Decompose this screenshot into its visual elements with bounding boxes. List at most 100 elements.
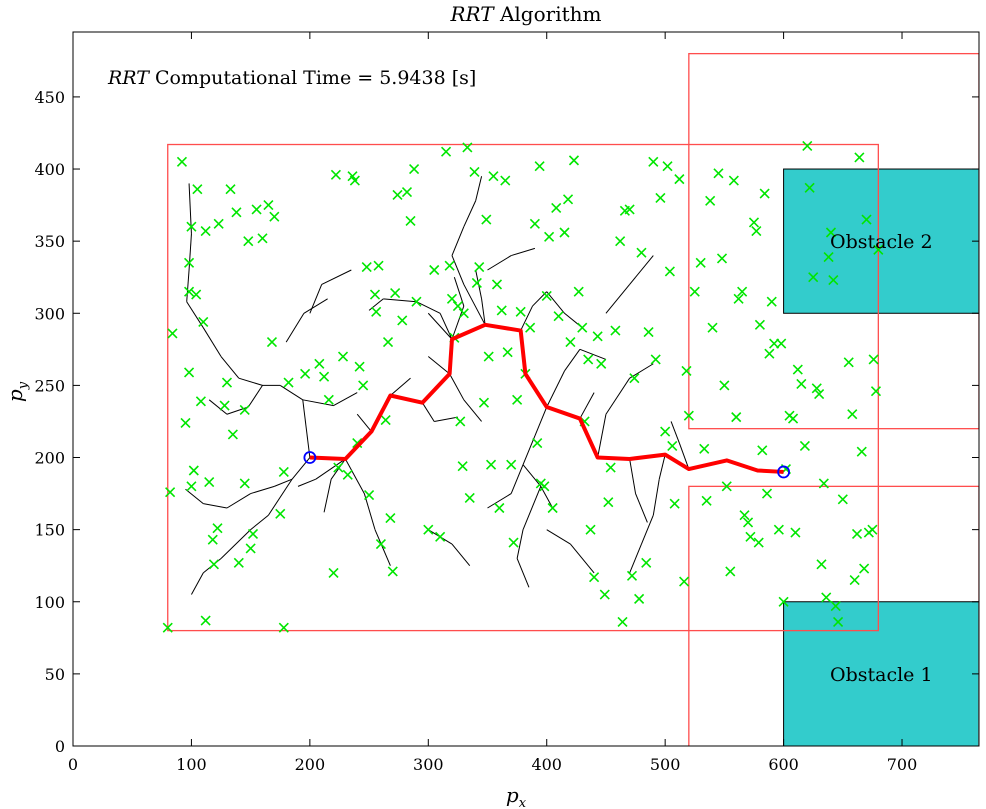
tree-edge — [579, 392, 595, 419]
annotation-italic: RRT — [107, 67, 150, 89]
tree-edge — [546, 370, 565, 408]
sample-point — [648, 156, 659, 167]
sample-point — [247, 528, 259, 540]
sample-point — [592, 331, 603, 342]
sample-point — [796, 378, 807, 390]
sample-point — [446, 293, 458, 304]
sample-point — [361, 262, 372, 273]
sample-point — [213, 218, 224, 229]
sample-point — [300, 368, 311, 379]
sample-point — [599, 589, 610, 600]
tree-edge — [238, 377, 263, 386]
tree-edge — [641, 515, 654, 545]
sample-point — [544, 231, 555, 242]
sample-point — [669, 498, 680, 509]
tree-edge — [510, 464, 524, 494]
tree-edge — [302, 399, 311, 458]
x-tick-label: 0 — [68, 755, 78, 774]
sample-point — [699, 443, 710, 454]
sample-point — [275, 508, 286, 519]
sample-point — [624, 204, 635, 215]
sample-point — [583, 354, 594, 365]
tree-edge — [475, 176, 483, 201]
sample-point — [221, 377, 233, 388]
sample-point — [799, 440, 810, 452]
sample-point — [392, 189, 403, 201]
sample-point — [816, 559, 827, 570]
sample-point — [380, 414, 391, 426]
sample-point — [478, 397, 490, 408]
tree-edge — [279, 384, 304, 401]
sample-point — [364, 489, 375, 501]
x-axis-label-main: p — [506, 783, 519, 807]
tree-edge — [451, 226, 465, 256]
sample-point — [565, 337, 576, 348]
sample-point — [278, 466, 289, 478]
sample-point — [471, 277, 482, 289]
sample-point — [494, 502, 505, 514]
sample-point — [667, 440, 678, 452]
sample-point — [721, 481, 732, 492]
x-tick-label: 100 — [176, 755, 207, 774]
start-point — [303, 451, 317, 464]
y-axis-label: py — [3, 381, 31, 402]
sample-point — [629, 373, 640, 384]
sample-point — [643, 326, 654, 338]
tree-edge — [363, 493, 376, 530]
sample-point — [387, 566, 398, 577]
sample-point — [371, 306, 382, 317]
y-tick-label: 100 — [34, 593, 65, 612]
sample-point — [589, 572, 600, 583]
sample-point — [843, 357, 854, 368]
sample-point — [679, 576, 690, 587]
rrt-path — [309, 322, 784, 474]
obstacle-label: Obstacle 1 — [830, 664, 933, 686]
sample-point — [821, 592, 832, 603]
sample-point — [502, 347, 513, 358]
sample-point — [266, 337, 278, 348]
y-tick-label: 450 — [34, 88, 65, 107]
x-axis-ticks: 0 100 200 300 400 500 600 700 — [68, 32, 917, 774]
sample-point — [830, 601, 841, 612]
sample-point — [200, 225, 211, 237]
sample-point — [823, 251, 834, 263]
sample-point — [328, 567, 339, 578]
tree-edge — [658, 454, 666, 480]
sample-point — [195, 396, 206, 407]
sample-point — [333, 462, 344, 473]
sample-point — [409, 163, 420, 175]
y-tick-label: 400 — [34, 160, 65, 179]
sample-point — [204, 476, 215, 488]
tree-edge — [520, 305, 533, 331]
tree-edge — [315, 458, 346, 480]
sample-point — [385, 513, 396, 524]
sample-point — [354, 361, 365, 372]
sample-point — [681, 365, 692, 377]
sample-point — [319, 371, 330, 382]
sample-point — [481, 214, 492, 225]
sample-point — [790, 527, 801, 538]
tree-edge — [186, 301, 204, 328]
tree-edge — [605, 284, 631, 314]
computational-time-annotation: RRT Computational Time = 5.9438 [s] — [107, 67, 476, 89]
tree-edge — [374, 529, 391, 566]
sample-point — [547, 502, 558, 514]
sample-point — [358, 380, 369, 391]
sample-point — [759, 188, 770, 199]
sample-point — [814, 388, 825, 400]
sample-point — [208, 559, 219, 570]
tree-edge — [226, 406, 249, 415]
tree-edge — [629, 255, 654, 285]
sample-point — [751, 225, 762, 237]
sample-point — [496, 305, 507, 316]
sample-point — [239, 404, 250, 415]
sample-point — [192, 184, 203, 195]
tree-edge — [635, 493, 648, 523]
sample-point — [683, 410, 694, 421]
tree-edge — [629, 458, 637, 494]
tree-edge — [186, 269, 190, 302]
sample-point — [856, 446, 867, 457]
x-axis-label-sub: x — [519, 796, 527, 809]
sample-point — [861, 214, 872, 225]
sample-point — [186, 221, 197, 232]
